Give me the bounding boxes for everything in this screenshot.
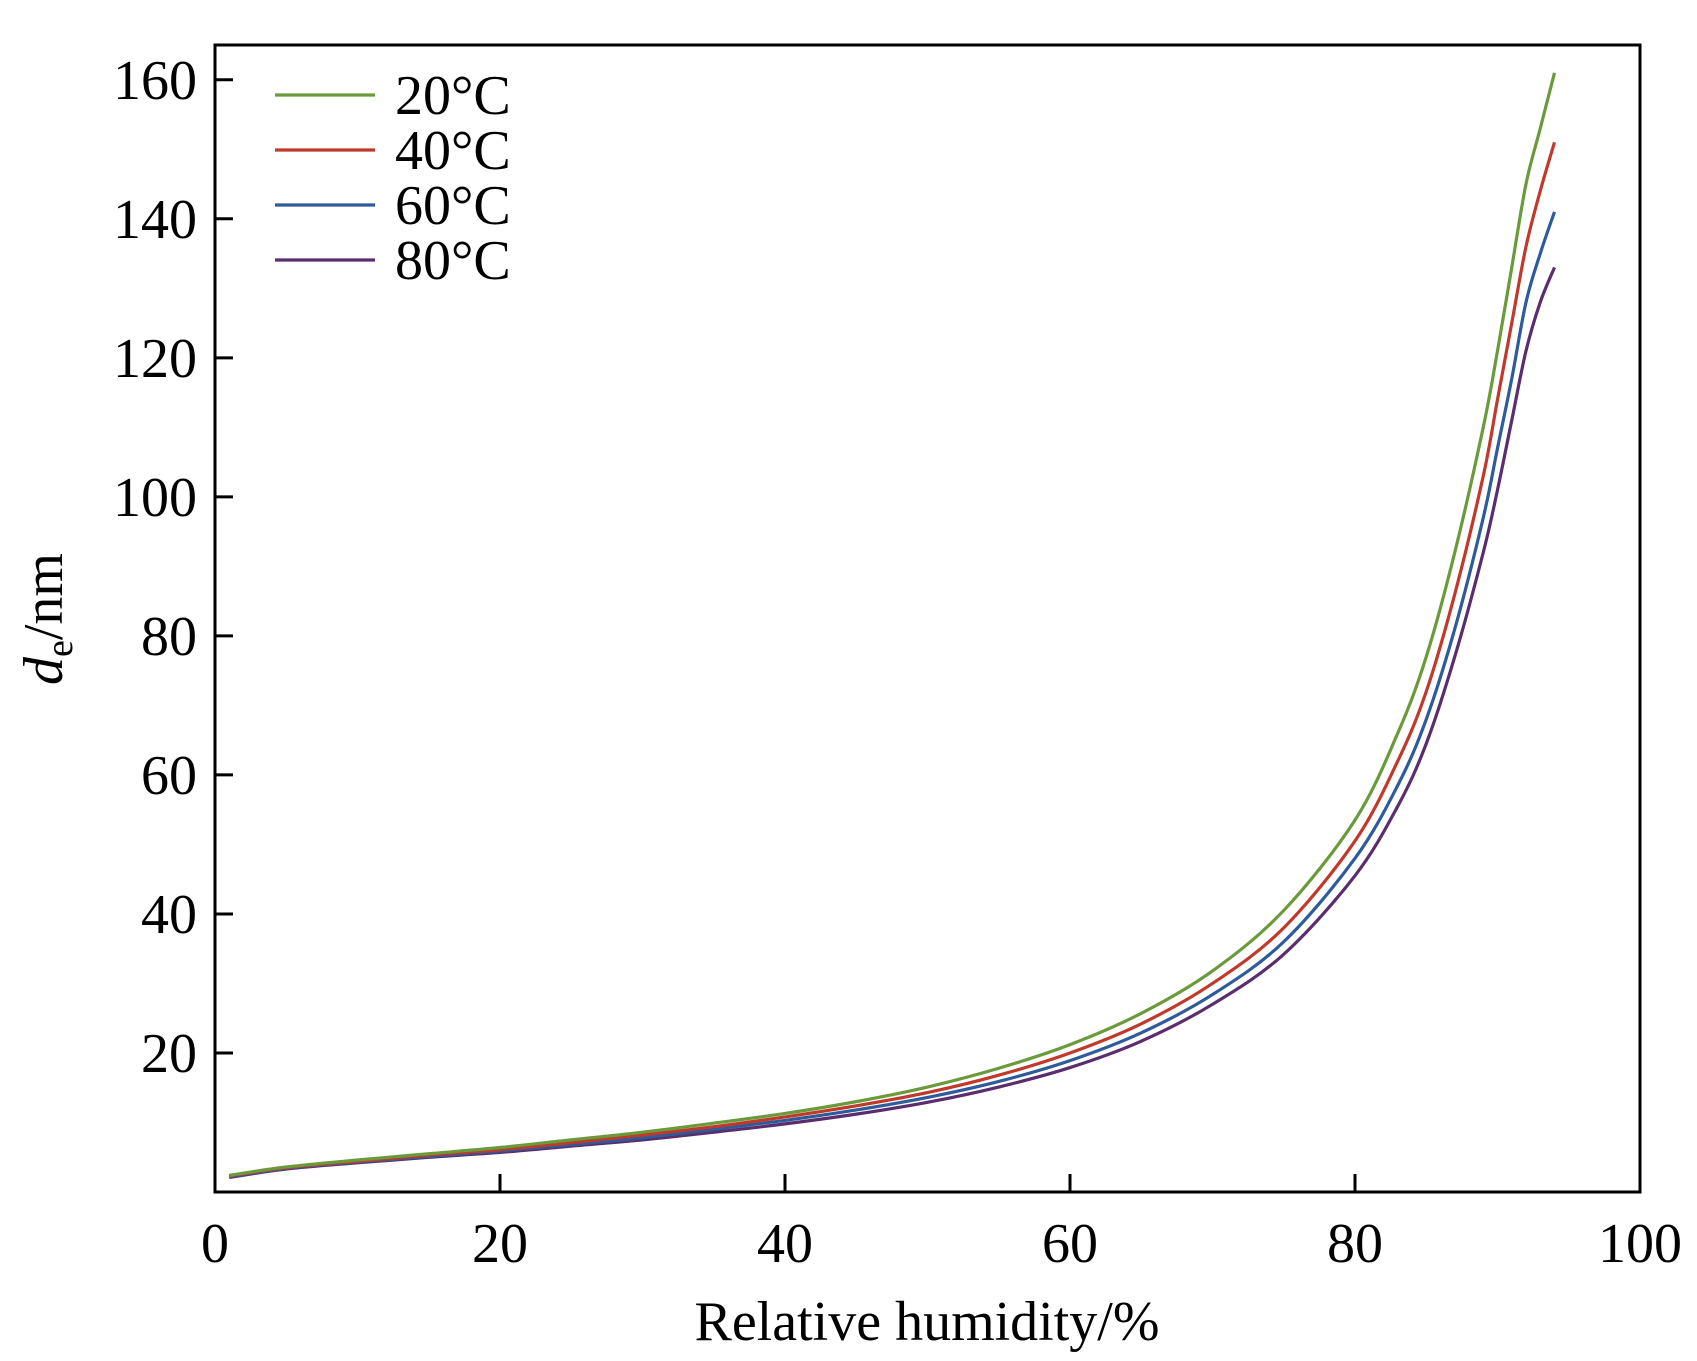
axis-ticks	[215, 78, 1357, 1192]
series-line-60C	[229, 211, 1557, 1179]
y-tick-label-120: 120	[113, 328, 197, 390]
y-tick-label-20: 20	[141, 1023, 197, 1085]
y-tick-label-140: 140	[113, 189, 197, 251]
x-axis-title: Relative humidity/%	[694, 1291, 1159, 1353]
plot-frame	[213, 43, 1642, 1194]
series-lines	[229, 72, 1557, 1179]
legend-label-80C: 80°C	[395, 230, 511, 292]
tick-labels: 0 20 40 60 80 100 20 40 60 80 100 120 140 160	[113, 50, 1682, 1275]
x-tick-label-40: 40	[757, 1213, 813, 1275]
x-tick-label-20: 20	[472, 1213, 528, 1275]
y-tick-label-40: 40	[141, 884, 197, 946]
y-tick-label-80: 80	[141, 606, 197, 668]
legend-label-60C: 60°C	[395, 175, 511, 237]
y-tick-label-160: 160	[113, 50, 197, 112]
legend-label-40C: 40°C	[395, 120, 511, 182]
svg-text:de/nm: de/nm	[13, 553, 81, 685]
x-tick-label-0: 0	[201, 1213, 229, 1275]
legend: 20°C40°C60°C80°C	[275, 65, 511, 292]
legend-label-20C: 20°C	[395, 65, 511, 127]
x-tick-label-100: 100	[1598, 1213, 1682, 1275]
x-tick-label-60: 60	[1042, 1213, 1098, 1275]
series-line-40C	[229, 141, 1557, 1178]
series-line-20C	[229, 72, 1557, 1177]
y-axis-title-unit: /nm	[13, 553, 75, 640]
x-tick-label-80: 80	[1327, 1213, 1383, 1275]
y-tick-label-100: 100	[113, 467, 197, 529]
series-line-80C	[229, 266, 1556, 1179]
y-axis-title-symbol: d	[13, 656, 75, 685]
y-axis-title-subscript: e	[39, 640, 81, 657]
y-axis-title: de/nm	[13, 553, 81, 685]
y-tick-label-60: 60	[141, 745, 197, 807]
